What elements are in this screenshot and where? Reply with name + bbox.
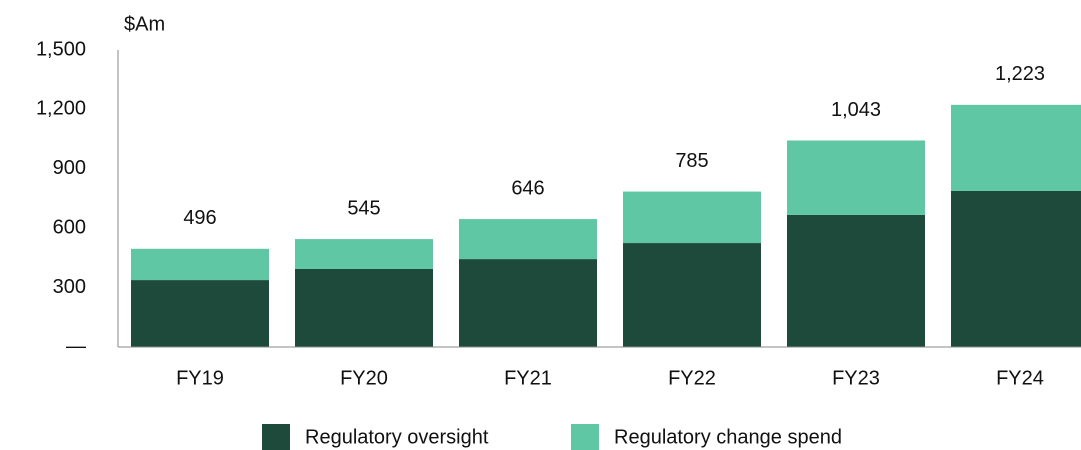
bar-segment [295, 268, 433, 347]
bar-segment [131, 280, 269, 347]
legend-label: Regulatory change spend [614, 426, 842, 448]
x-tick-label: FY22 [668, 367, 716, 389]
x-tick-label: FY21 [504, 367, 552, 389]
y-tick-label: 600 [53, 216, 86, 238]
y-tick-label: 300 [53, 276, 86, 298]
y-tick-label: 900 [53, 157, 86, 179]
y-tick-label: — [66, 335, 86, 357]
total-label: 646 [511, 177, 544, 199]
bar-segment [623, 243, 761, 347]
y-axis-label: $Am [124, 13, 165, 35]
y-tick-label: 1,200 [36, 98, 86, 120]
bar-segment [951, 190, 1081, 347]
bar-segment [131, 248, 269, 281]
bar-segment [623, 191, 761, 244]
legend-swatch [571, 424, 599, 450]
total-label: 785 [675, 150, 708, 172]
bar-segment [951, 104, 1081, 191]
x-tick-label: FY23 [832, 367, 880, 389]
total-label: 496 [183, 207, 216, 229]
legend-swatch [262, 424, 290, 450]
x-tick-label: FY19 [176, 367, 224, 389]
legend-label: Regulatory oversight [305, 426, 489, 448]
bar-segment [295, 239, 433, 269]
bar-segment [787, 140, 925, 215]
y-tick-label: 1,500 [36, 38, 86, 60]
bar-segment [787, 214, 925, 347]
total-label: 1,043 [831, 99, 881, 121]
x-tick-label: FY24 [996, 367, 1044, 389]
bar-segment [459, 259, 597, 347]
total-label: 545 [347, 197, 380, 219]
x-tick-label: FY20 [340, 367, 388, 389]
total-label: 1,223 [995, 63, 1045, 85]
bar-segment [459, 219, 597, 260]
